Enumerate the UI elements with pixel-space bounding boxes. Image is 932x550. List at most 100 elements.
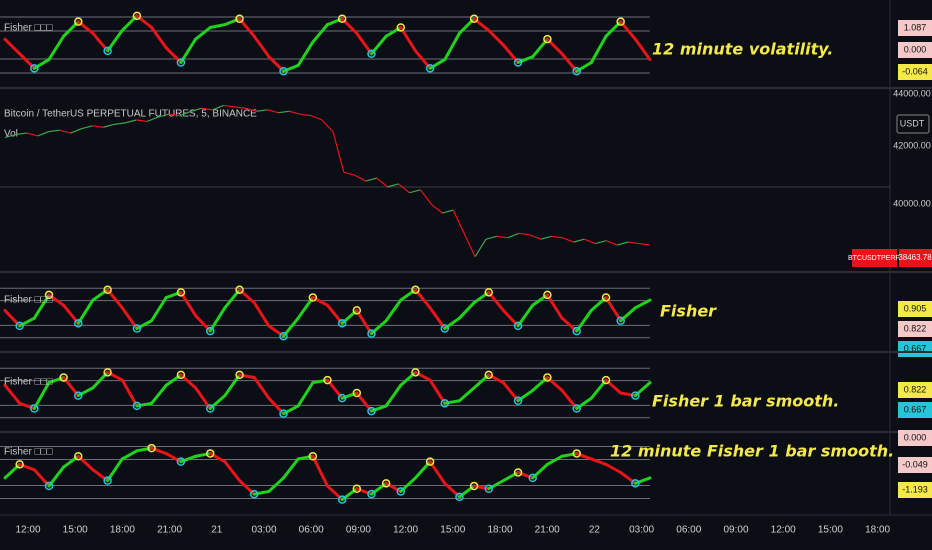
time-label: 15:00 <box>63 525 88 536</box>
fisher-segment <box>267 476 286 493</box>
fisher-segment <box>545 293 564 320</box>
price-candle <box>234 106 246 109</box>
price-candle <box>573 238 585 243</box>
fisher-segment <box>252 34 271 59</box>
peak-marker <box>44 290 54 300</box>
fisher-segment <box>194 452 212 458</box>
price-candle <box>212 104 224 111</box>
symbol-tag-bg <box>852 249 897 267</box>
fisher-segment <box>282 404 300 416</box>
price-candle <box>48 129 60 133</box>
price-candle <box>267 109 279 114</box>
trough-marker <box>279 409 288 418</box>
price-candle <box>168 113 180 117</box>
fisher-segment <box>150 446 168 456</box>
fisher-segment <box>76 298 95 325</box>
pane-annotation: 12 minute Fisher 1 bar smooth. <box>610 442 894 461</box>
price-candle <box>387 183 399 188</box>
trough-marker <box>484 484 493 493</box>
pane-axis-label: -1.193 <box>902 484 928 494</box>
fisher-segment <box>164 290 183 299</box>
trough-marker <box>337 393 347 403</box>
pane-axis-label: 0.000 <box>904 432 927 442</box>
fisher-segment <box>76 386 95 398</box>
price-candle <box>595 240 607 245</box>
fisher-segment <box>560 452 579 458</box>
peak-marker <box>411 368 420 377</box>
price-candle <box>278 110 290 114</box>
fisher-segment <box>369 404 388 413</box>
fisher-segment <box>150 383 168 405</box>
price-candle <box>157 113 170 118</box>
axis-label-bg <box>898 382 932 398</box>
pane-label: Fisher □□□ <box>4 295 53 306</box>
fisher-segment <box>179 290 198 318</box>
trough-marker <box>572 67 581 76</box>
trough-marker <box>528 473 537 483</box>
price-candle <box>92 125 104 128</box>
price-candle <box>190 107 202 112</box>
peak-marker <box>469 481 479 491</box>
trough-marker <box>572 404 581 413</box>
price-candle <box>201 107 213 111</box>
price-candle <box>442 209 454 214</box>
axis-label-bg <box>898 64 932 80</box>
fisher-segment <box>150 26 168 50</box>
price-candle <box>496 235 508 239</box>
volume-label: Vol <box>4 129 18 140</box>
time-label: 09:00 <box>723 525 748 536</box>
price-candle <box>136 119 148 123</box>
trough-marker <box>616 316 625 325</box>
price-candle <box>584 238 596 245</box>
pane-axis-label: 0.667 <box>904 343 927 353</box>
peak-marker <box>147 443 156 453</box>
price-candle <box>300 113 312 117</box>
peak-marker <box>396 23 406 32</box>
pane-axis-label: 0.822 <box>904 384 927 394</box>
price-candle <box>463 233 476 257</box>
fisher-segment <box>208 23 227 29</box>
fisher-segment <box>443 31 461 62</box>
price-candle <box>59 129 71 134</box>
fisher-segment <box>106 457 124 483</box>
time-label: 06:00 <box>299 525 324 536</box>
fisher-segment <box>633 37 652 62</box>
peak-marker <box>176 370 186 380</box>
trough-marker <box>455 492 464 502</box>
fisher-segment <box>282 63 300 73</box>
pane-axis-label: 0.667 <box>904 404 927 414</box>
price-candle <box>332 131 345 173</box>
price-candle <box>409 189 421 194</box>
price-candle <box>256 109 268 112</box>
peak-marker <box>308 293 318 302</box>
trough-marker <box>103 476 112 485</box>
fisher-segment <box>150 296 168 323</box>
fisher-segment <box>311 23 329 44</box>
price-candle <box>179 110 192 117</box>
price-candle <box>452 209 465 234</box>
price-candle <box>26 132 38 137</box>
trough-marker <box>367 49 376 58</box>
fisher-segment <box>18 316 36 328</box>
pane-axis-label: 0.822 <box>904 323 927 333</box>
peak-marker <box>103 368 112 377</box>
time-label: 12:00 <box>771 525 796 536</box>
trough-marker <box>513 396 523 405</box>
time-label: 18:00 <box>865 525 890 536</box>
trough-marker <box>513 58 523 67</box>
last-price: 38463.78 <box>898 253 932 262</box>
time-label: 21 <box>211 525 223 536</box>
pane-annotation: 12 minute volatility. <box>652 40 833 59</box>
time-label: 18:00 <box>110 525 135 536</box>
peak-marker <box>352 306 362 315</box>
fisher-segment <box>355 487 373 496</box>
price-candle <box>223 104 235 108</box>
peak-marker <box>235 14 244 23</box>
price-axis-label: USDT <box>900 118 925 128</box>
trough-marker <box>337 319 347 328</box>
fisher-segment <box>32 293 51 320</box>
trough-marker <box>631 479 640 488</box>
peak-marker <box>74 17 83 26</box>
